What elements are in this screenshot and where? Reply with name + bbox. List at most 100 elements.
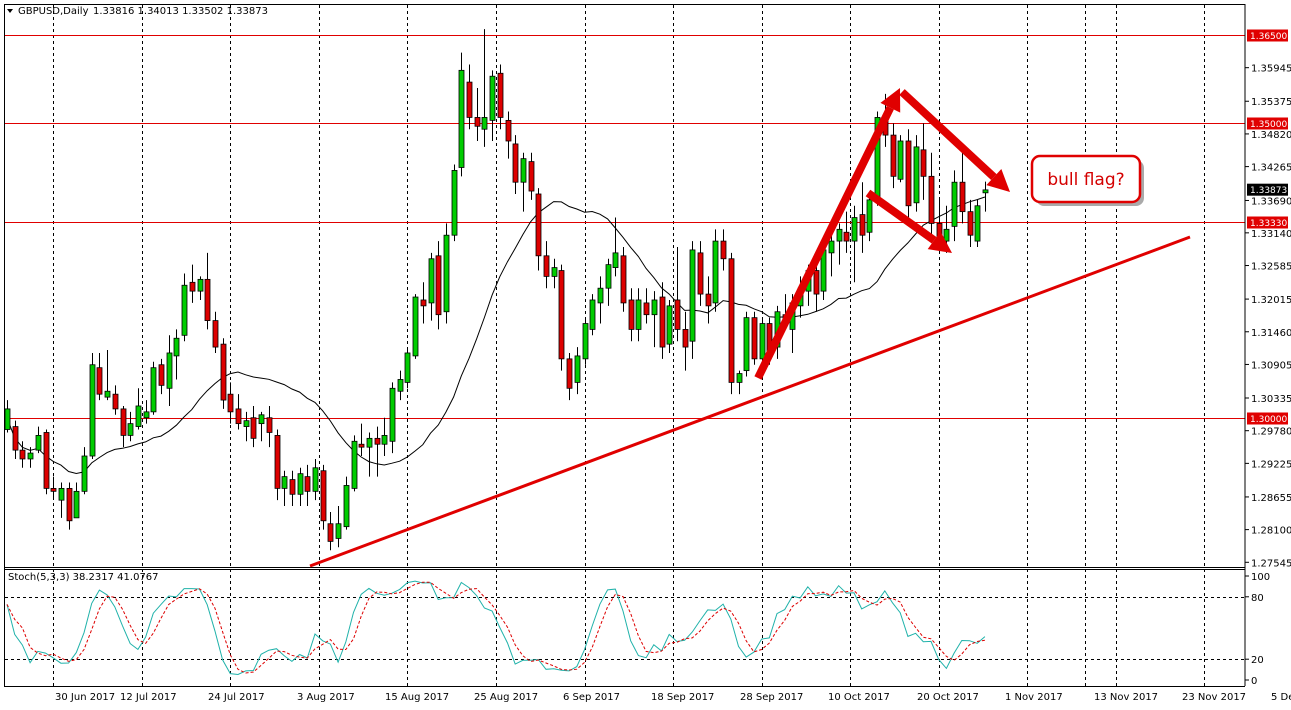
- date-label: 28 Sep 2017: [740, 692, 803, 703]
- candle-body: [220, 343, 227, 401]
- candle-body: [913, 146, 920, 204]
- candle-body: [651, 299, 658, 316]
- candle-body: [235, 408, 242, 425]
- level-tag: [1247, 412, 1288, 425]
- price-tick-label: 1.31460: [1251, 328, 1291, 339]
- stoch-levels: [5, 597, 1245, 660]
- candle-body: [697, 252, 704, 295]
- candle-body: [412, 296, 419, 357]
- candle-body: [274, 435, 281, 489]
- stoch-tick-label: 100: [1251, 572, 1270, 583]
- flag-bottom-arrow-shaft: [865, 189, 937, 244]
- price-tick-label: 1.29225: [1251, 459, 1291, 470]
- candle-body: [520, 158, 527, 183]
- date-label: 15 Aug 2017: [385, 692, 449, 703]
- stoch-tick-label: 20: [1251, 655, 1264, 666]
- impulse-arrow-head: [880, 88, 901, 113]
- candle-body: [612, 252, 619, 268]
- candle-body: [120, 408, 127, 436]
- flag-top-arrow-shaft: [899, 89, 997, 180]
- price-tick-label: 1.30905: [1251, 360, 1291, 371]
- candles: [4, 29, 989, 551]
- candle-body: [420, 299, 427, 307]
- level-tag-text: 1.36500: [1250, 32, 1287, 42]
- level-tag: [1247, 216, 1288, 229]
- candle-body: [828, 240, 835, 254]
- price-tick-label: 1.29780: [1251, 427, 1291, 438]
- candle-body: [166, 352, 173, 389]
- candle-body: [50, 487, 57, 492]
- candle-body: [250, 417, 257, 439]
- candle-body: [389, 387, 396, 442]
- candle-body: [312, 467, 319, 492]
- candle-body: [689, 249, 696, 342]
- candle-body: [12, 426, 19, 451]
- candle-body: [620, 255, 627, 304]
- symbol-label: GBPUSD,Daily: [18, 6, 89, 17]
- candle-body: [458, 69, 465, 168]
- stoch-tick-label: 0: [1251, 676, 1257, 687]
- candle-body: [728, 258, 735, 383]
- candle-body: [751, 317, 758, 360]
- candle-body: [320, 470, 327, 522]
- candle-body: [720, 240, 727, 260]
- horizontal-levels: [5, 35, 1245, 419]
- candle-body: [327, 523, 334, 542]
- candle-body: [905, 140, 912, 207]
- candle-body: [489, 75, 496, 121]
- stoch-main-line: [6, 580, 986, 676]
- candle-body: [505, 119, 512, 142]
- candle-body: [135, 405, 142, 427]
- date-label: 5 Dec 2017: [1271, 692, 1291, 703]
- candle-body: [266, 417, 273, 433]
- price-tick-label: 1.28100: [1251, 526, 1291, 537]
- candle-body: [197, 278, 204, 292]
- candle-body: [743, 317, 750, 372]
- date-label: 3 Aug 2017: [297, 692, 355, 703]
- candle-body: [181, 284, 188, 336]
- current-price-tag: [1247, 183, 1288, 196]
- candle-body: [189, 281, 196, 292]
- candle-body: [19, 449, 26, 460]
- stoch-tick-label: 80: [1251, 593, 1264, 604]
- candle-body: [497, 72, 504, 118]
- candle-body: [143, 411, 150, 419]
- ma-line: [6, 196, 986, 475]
- date-label: 12 Jul 2017: [120, 692, 177, 703]
- date-axis: 30 Jun 2017 12 Jul 2017 24 Jul 2017 3 Aug 2…: [55, 692, 1291, 703]
- price-tick-label: 1.32015: [1251, 295, 1291, 306]
- candle-body: [897, 140, 904, 180]
- candle-body: [81, 455, 88, 492]
- candle-body: [474, 117, 481, 127]
- support-trendline: [309, 235, 1191, 568]
- candle-body: [851, 217, 858, 242]
- candle-body: [682, 329, 689, 348]
- price-tick-label: 1.33690: [1251, 196, 1291, 207]
- candle-body: [443, 234, 450, 313]
- stoch-signal-line: [6, 581, 985, 674]
- price-tick-label: 1.28655: [1251, 493, 1291, 504]
- candle-body: [150, 367, 157, 413]
- candle-body: [158, 364, 165, 386]
- candle-body: [605, 264, 612, 289]
- candle-body: [4, 408, 11, 430]
- candle-body: [343, 485, 350, 528]
- candle-body: [535, 193, 542, 257]
- candle-body: [127, 423, 134, 436]
- price-tick-label: 1.35945: [1251, 64, 1291, 75]
- candle-body: [982, 189, 989, 194]
- candle-body: [27, 452, 34, 460]
- bull-flag-callout: bull flag?: [1030, 154, 1144, 206]
- callout-box: [1030, 154, 1142, 204]
- candle-body: [112, 393, 119, 410]
- candle-body: [890, 134, 897, 177]
- level-tag-text: 1.35000: [1250, 120, 1287, 130]
- date-label: 6 Sep 2017: [563, 692, 620, 703]
- candle-body: [358, 443, 365, 448]
- candle-body: [73, 490, 80, 519]
- candle-body: [397, 379, 404, 392]
- candle-body: [543, 255, 550, 277]
- candle-body: [558, 270, 565, 360]
- collapse-triangle-icon[interactable]: [7, 9, 13, 13]
